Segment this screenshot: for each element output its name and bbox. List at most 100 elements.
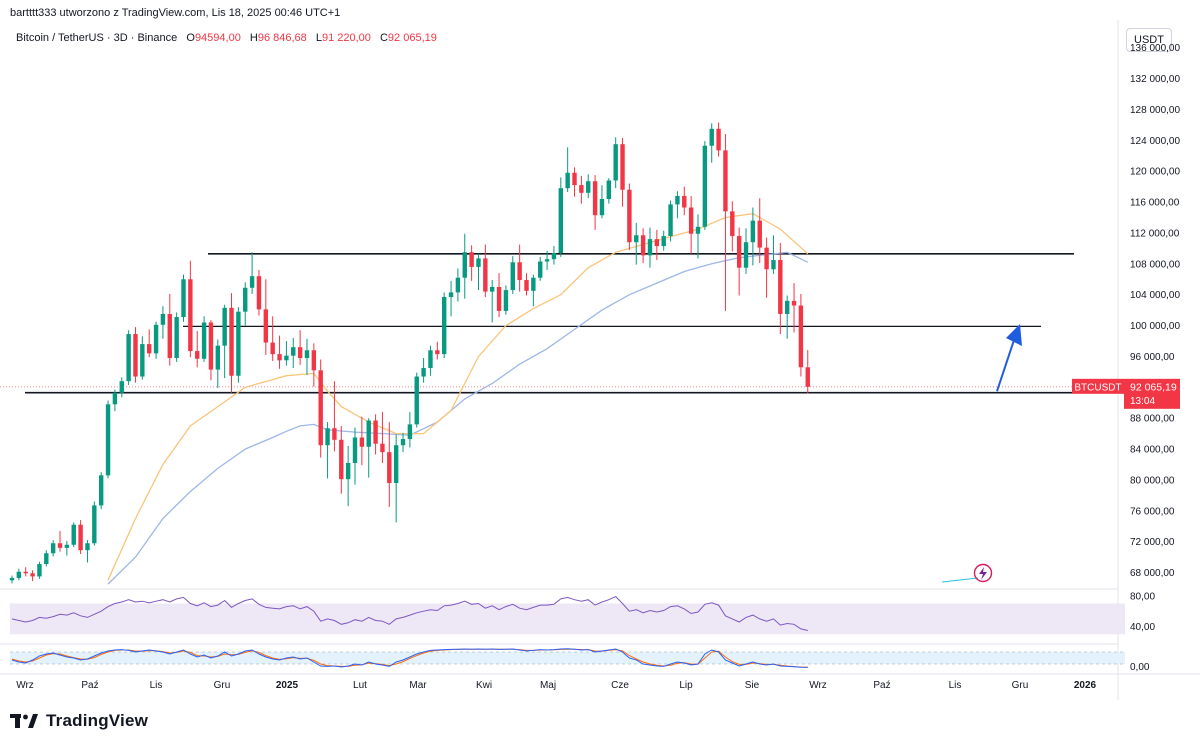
- candle-body: [599, 198, 605, 216]
- candle-body: [98, 475, 104, 506]
- candle: [702, 141, 708, 230]
- candles: [9, 122, 810, 584]
- candle-body: [208, 322, 214, 370]
- candle: [572, 167, 577, 197]
- close-key: C: [379, 32, 388, 44]
- candle-body: [784, 300, 790, 314]
- time-tick-label: Gru: [214, 680, 231, 691]
- candle: [538, 256, 543, 281]
- candle-body: [147, 344, 152, 354]
- candle-body: [606, 180, 612, 199]
- candle: [469, 245, 474, 281]
- symbol-title[interactable]: Bitcoin / TetherUS · 3D · Binance: [16, 32, 178, 44]
- candle-body: [531, 277, 536, 291]
- candle-body: [455, 277, 461, 293]
- price-tag-countdown: 13:04: [1130, 396, 1155, 407]
- time-tick-label: Mar: [409, 680, 427, 691]
- candle-body: [387, 452, 392, 484]
- candle: [133, 327, 138, 383]
- candle: [496, 273, 502, 318]
- candle: [270, 316, 275, 362]
- candle-body: [579, 185, 584, 193]
- candle-body: [44, 553, 49, 565]
- candle: [167, 293, 172, 366]
- tradingview-logo[interactable]: TradingView: [10, 711, 148, 731]
- candle-body: [325, 428, 330, 446]
- candle: [201, 316, 207, 362]
- candle: [613, 137, 618, 189]
- candle-body: [188, 279, 193, 352]
- candle: [586, 174, 591, 199]
- candle-body: [229, 307, 234, 376]
- candle-body: [682, 195, 687, 208]
- price-tick-label: 120 000,00: [1130, 167, 1180, 178]
- candle: [784, 295, 790, 339]
- candle-body: [23, 571, 28, 574]
- candle: [318, 359, 323, 458]
- price-tick-label: 100 000,00: [1130, 321, 1180, 332]
- candle: [778, 242, 783, 335]
- candle-body: [524, 280, 529, 291]
- stoch-band: [10, 652, 1125, 664]
- stochastic-pane: [10, 648, 1125, 668]
- candle-body: [236, 311, 241, 376]
- candle-body: [551, 253, 557, 260]
- candle-body: [702, 145, 708, 227]
- candle: [517, 244, 522, 292]
- chart-canvas[interactable]: 136 000,00 132 000,00 128 000,00 124 000,00…: [0, 0, 1200, 700]
- candle-body: [400, 439, 406, 446]
- candle-body: [620, 144, 625, 190]
- candle-body: [85, 543, 90, 551]
- candle: [764, 237, 769, 298]
- candle: [229, 293, 234, 393]
- price-axis: 136 000,00 132 000,00 128 000,00 124 000,00…: [1130, 43, 1180, 673]
- candle-body: [380, 443, 385, 453]
- published-by-text: bartttt333 utworzono z TradingView.com, …: [10, 7, 341, 19]
- candle-body: [544, 259, 550, 262]
- candle: [510, 256, 515, 294]
- candle-body: [37, 564, 42, 577]
- candle: [771, 235, 776, 274]
- price-tick-label: 80 000,00: [1130, 475, 1175, 486]
- candle-body: [263, 309, 269, 343]
- candle: [30, 570, 35, 582]
- candle: [654, 229, 660, 260]
- candle: [414, 372, 419, 428]
- candle-body: [297, 347, 303, 358]
- candle: [730, 201, 735, 252]
- candle: [606, 178, 612, 204]
- candle-body: [428, 350, 433, 369]
- candle: [284, 341, 289, 366]
- candle-body: [613, 144, 618, 181]
- candle: [98, 472, 104, 510]
- candle-body: [133, 334, 138, 377]
- candle: [640, 228, 646, 264]
- candle: [215, 339, 220, 389]
- currency-selector[interactable]: USDT: [1126, 28, 1172, 52]
- candle-body: [647, 239, 653, 256]
- time-tick-label: Cze: [611, 680, 629, 691]
- candle-body: [627, 189, 632, 243]
- candle-body: [215, 345, 220, 370]
- candle: [599, 185, 605, 219]
- rsi-line: [11, 596, 808, 631]
- price-tick-label: 84 000,00: [1130, 445, 1175, 456]
- candle: [551, 246, 557, 265]
- candle: [119, 377, 124, 398]
- candle: [592, 175, 598, 230]
- candle-body: [112, 392, 118, 405]
- candle-body: [791, 300, 797, 306]
- price-tick-label: 116 000,00: [1130, 198, 1180, 209]
- candle: [332, 381, 337, 452]
- candle-body: [249, 276, 255, 288]
- candle-body: [716, 128, 721, 151]
- candle: [160, 306, 166, 339]
- candle-body: [64, 544, 70, 548]
- candle-body: [414, 376, 419, 425]
- candle: [256, 270, 262, 316]
- candle-body: [798, 305, 804, 368]
- price-tick-label: 68 000,00: [1130, 568, 1175, 579]
- rsi-tick-label: 80,00: [1130, 591, 1155, 602]
- candle-body: [222, 307, 227, 346]
- symbol-tag-text: BTCUSDT: [1074, 382, 1121, 393]
